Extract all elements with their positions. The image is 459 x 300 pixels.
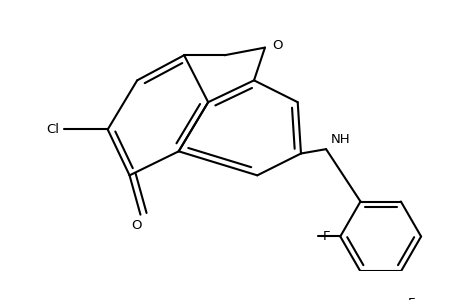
Text: F: F — [407, 297, 414, 300]
Text: O: O — [272, 39, 282, 52]
Text: F: F — [322, 230, 330, 243]
Text: O: O — [130, 219, 141, 232]
Text: NH: NH — [330, 133, 349, 146]
Text: Cl: Cl — [46, 123, 60, 136]
